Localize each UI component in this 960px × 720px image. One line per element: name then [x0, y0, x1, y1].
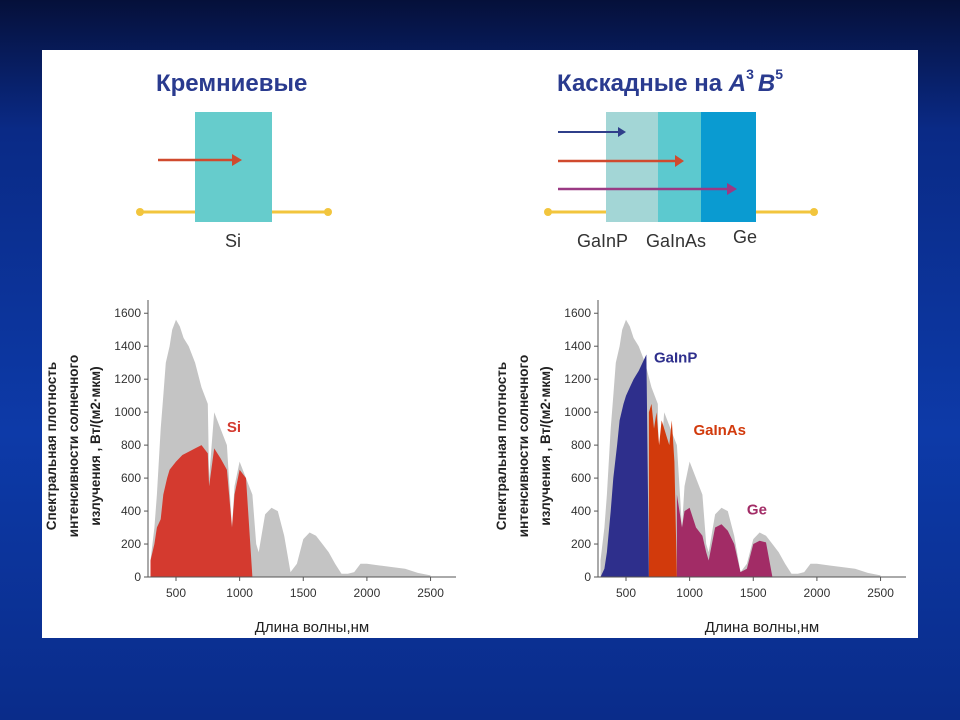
x-tick-label: 1500 [740, 586, 767, 600]
gainp-absorbed-label: GaInP [654, 350, 697, 367]
blue-light-arrow-head [618, 127, 626, 137]
gainas-label: GaInAs [646, 231, 706, 251]
red-light-arrow-head [675, 155, 684, 167]
y-tick-label: 1400 [564, 339, 591, 353]
gainas-absorbed-area [648, 403, 677, 577]
x-tick-label: 1000 [676, 586, 703, 600]
x-axis-label: Длина волны,нм [705, 619, 819, 636]
y-axis-label-line: интенсивности солнечного [66, 355, 81, 537]
gainas-absorbed-label: GaInAs [693, 422, 746, 439]
y-axis-label-line: излучения , Вт/(м2·мкм) [538, 366, 553, 525]
right-title-b-sup: 5 [775, 66, 783, 82]
y-axis-label-line: Спектральная плотность [494, 362, 509, 530]
y-axis-label-line: интенсивности солнечного [516, 355, 531, 537]
x-tick-label: 1500 [290, 586, 317, 600]
cascade-terminal-right [810, 208, 818, 216]
gainp-layer [606, 112, 658, 222]
x-tick-label: 2000 [354, 586, 381, 600]
y-tick-label: 1400 [114, 339, 141, 353]
y-tick-label: 800 [121, 438, 141, 452]
x-tick-label: 2000 [804, 586, 831, 600]
x-tick-label: 1000 [226, 586, 253, 600]
right-title-a: A [728, 70, 746, 97]
si-terminal-left [136, 208, 144, 216]
y-tick-label: 800 [571, 438, 591, 452]
y-tick-label: 1000 [564, 405, 591, 419]
y-tick-label: 600 [571, 471, 591, 485]
si-light-arrow-head [232, 154, 242, 166]
si-cell-schematic: Si [136, 112, 332, 251]
x-axis-label: Длина волны,нм [255, 619, 369, 636]
si-label: Si [225, 231, 241, 251]
cascade-cell-schematic: GaInP GaInAs Ge [544, 112, 818, 251]
x-tick-label: 500 [166, 586, 186, 600]
ge-layer [701, 112, 756, 222]
si-block [195, 112, 272, 222]
x-tick-label: 2500 [867, 586, 894, 600]
si-terminal-right [324, 208, 332, 216]
ge-absorbed-area [676, 494, 773, 577]
y-tick-label: 200 [121, 537, 141, 551]
y-tick-label: 200 [571, 537, 591, 551]
si-absorbed-area [150, 445, 253, 577]
x-tick-label: 500 [616, 586, 636, 600]
left-title: Кремниевые [156, 70, 307, 97]
gainas-layer [658, 112, 701, 222]
ge-absorbed-label: Ge [747, 501, 767, 518]
cascade-terminal-left [544, 208, 552, 216]
gainp-label: GaInP [577, 231, 628, 251]
cascade-spectrum-chart: GaInP GaInAs Ge 0 200 400 600 800 1000 1200 1400 16… [494, 300, 906, 636]
y-tick-label: 1600 [114, 306, 141, 320]
right-title-b: B [758, 70, 775, 97]
y-tick-label: 0 [584, 570, 591, 584]
gainp-absorbed-area [600, 354, 649, 577]
y-tick-label: 1600 [564, 306, 591, 320]
y-tick-label: 600 [121, 471, 141, 485]
y-tick-label: 1000 [114, 405, 141, 419]
si-spectrum-chart: Si 0 200 400 600 800 1000 1200 1400 1600 500 1000 15… [44, 300, 456, 636]
y-tick-label: 0 [134, 570, 141, 584]
y-tick-label: 1200 [114, 372, 141, 386]
ir-light-arrow-head [727, 183, 737, 195]
si-absorbed-label: Si [227, 419, 241, 436]
y-tick-label: 400 [121, 504, 141, 518]
ge-label: Ge [733, 227, 757, 247]
y-axis-label-line: излучения , Вт/(м2·мкм) [88, 366, 103, 525]
right-title-a-sup: 3 [746, 66, 754, 82]
y-axis-label-line: Спектральная плотность [44, 362, 59, 530]
right-title-prefix: Каскадные на [557, 70, 729, 97]
y-tick-label: 400 [571, 504, 591, 518]
x-tick-label: 2500 [417, 586, 444, 600]
right-title: Каскадные на A3 B5 [557, 66, 783, 97]
y-tick-label: 1200 [564, 372, 591, 386]
